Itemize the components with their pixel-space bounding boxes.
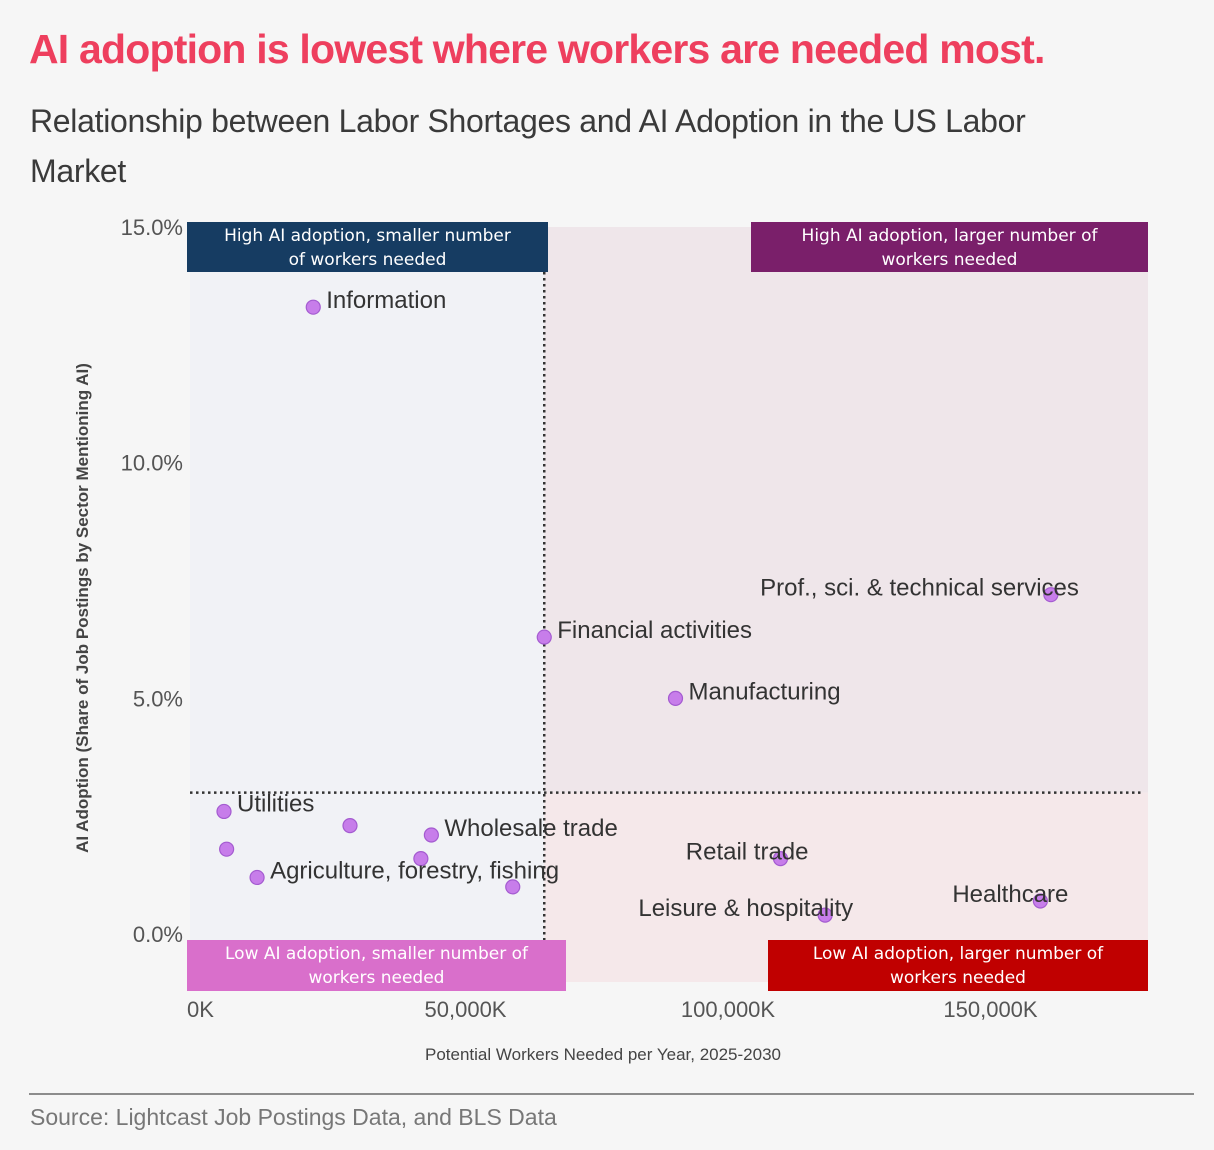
data-point-label: Information <box>326 287 446 314</box>
quadrant-label-low-large: Low AI adoption, larger number of workers… <box>768 940 1148 991</box>
data-point-financial-activities <box>536 629 552 645</box>
source-note: Source: Lightcast Job Postings Data, and… <box>30 1104 557 1130</box>
quadrant-label-text: workers needed <box>890 968 1026 988</box>
data-point-manufacturing <box>667 690 684 706</box>
data-point-label: Financial activities <box>557 617 752 644</box>
data-point-leisure-hospitality <box>817 907 833 923</box>
y-tick-label: 10.0% <box>121 451 183 476</box>
y-tick-label: 15.0% <box>121 215 183 240</box>
quadrant-label-text: Low AI adoption, smaller number of <box>225 944 529 964</box>
data-point-label: Retail trade <box>686 839 809 866</box>
data-point-label: Prof., sci. & technical services <box>760 575 1079 602</box>
scatter-chart: High AI adoption, smaller number of worke… <box>73 215 1148 1064</box>
data-point-label: Wholesale trade <box>444 815 617 842</box>
x-tick-label: 150,000K <box>943 997 1038 1022</box>
y-tick-label: 5.0% <box>133 686 183 711</box>
data-point-utilities <box>216 803 232 820</box>
quadrant-bg-left <box>190 227 545 982</box>
quadrant-backgrounds <box>190 227 1148 982</box>
quadrant-label-text: Low AI adoption, larger number of <box>813 944 1104 964</box>
data-point-information <box>305 299 321 315</box>
x-tick-label: 100,000K <box>681 997 776 1022</box>
quadrant-bg-top-right <box>544 227 1148 793</box>
y-axis-label: AI Adoption (Share of Job Postings by Se… <box>73 363 92 853</box>
quadrant-label-text: of workers needed <box>289 250 447 270</box>
x-axis-ticks: 0K 50,000K 100,000K 150,000K <box>187 997 1038 1022</box>
chart-subtitle: Relationship between Labor Shortages and… <box>30 103 1026 189</box>
data-point-label: Healthcare <box>952 881 1068 908</box>
x-tick-label: 0K <box>187 997 214 1022</box>
quadrant-label-text: High AI adoption, smaller number <box>224 226 511 246</box>
quadrant-label-text: workers needed <box>309 968 445 988</box>
y-tick-label: 0.0% <box>133 922 183 947</box>
data-point-label: Agriculture, forestry, fishing <box>270 857 559 884</box>
footer-divider <box>29 1093 1194 1095</box>
data-point <box>342 818 358 834</box>
data-point-label: Utilities <box>237 790 314 817</box>
quadrant-label-high-small: High AI adoption, smaller number of worke… <box>187 222 548 272</box>
quadrant-label-low-small: Low AI adoption, smaller number of worker… <box>187 940 566 991</box>
quadrant-label-box <box>768 940 1148 991</box>
data-point-wholesale-trade <box>423 827 439 843</box>
x-axis-label: Potential Workers Needed per Year, 2025-… <box>425 1045 781 1064</box>
quadrant-label-box <box>187 222 548 272</box>
quadrant-label-text: workers needed <box>882 250 1018 270</box>
data-point-labels: Information Financial activities Manufactu… <box>237 287 1079 922</box>
y-axis-ticks: 0.0% 5.0% 10.0% 15.0% <box>121 215 183 947</box>
data-point <box>413 850 429 867</box>
quadrant-label-high-large: High AI adoption, larger number of worker… <box>751 222 1148 272</box>
data-point-agriculture-forestry-fishing <box>249 869 265 886</box>
data-point-label: Leisure & hospitality <box>638 895 853 922</box>
data-point <box>219 841 235 857</box>
chart-title: AI adoption is lowest where workers are … <box>29 26 1045 72</box>
data-points <box>216 299 1059 923</box>
data-point-prof-sci-technical-services <box>1043 587 1059 603</box>
data-point-healthcare <box>1032 893 1048 909</box>
quadrant-label-box <box>187 940 566 991</box>
data-point-label: Manufacturing <box>689 678 841 705</box>
data-point <box>505 879 521 895</box>
data-point-retail-trade <box>772 850 789 867</box>
quadrant-labels: High AI adoption, smaller number of worke… <box>187 222 1148 991</box>
quadrant-label-text: High AI adoption, larger number of <box>802 226 1099 246</box>
quadrant-label-box <box>751 222 1148 272</box>
x-tick-label: 50,000K <box>425 997 507 1022</box>
